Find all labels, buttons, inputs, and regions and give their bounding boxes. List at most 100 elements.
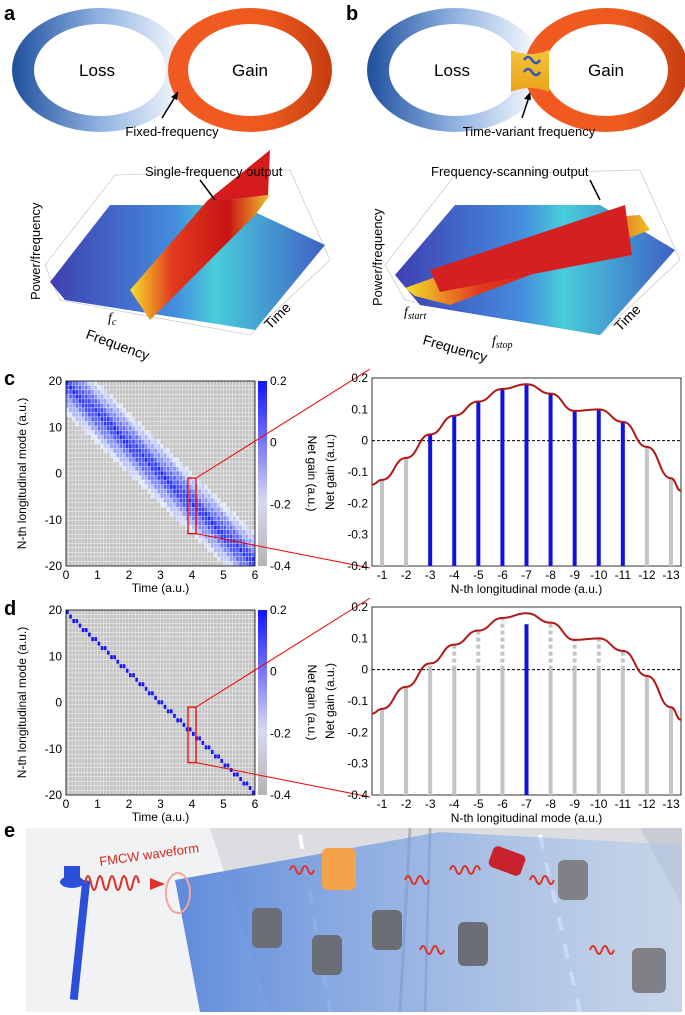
heatmap-cell — [204, 619, 208, 624]
heatmap-cell — [210, 713, 214, 718]
heatmap-cell — [97, 650, 101, 655]
heatmap-cell — [119, 525, 123, 530]
heatmap-cell — [169, 668, 173, 673]
heatmap-cell — [192, 552, 195, 557]
heatmap-cell — [88, 727, 91, 732]
heatmap-cell — [75, 623, 79, 628]
freq-marker: fc — [108, 311, 117, 328]
heatmap-cell — [144, 493, 148, 498]
heatmap-cell — [229, 408, 233, 413]
heatmap-cell — [94, 691, 98, 696]
heatmap-cell — [204, 435, 208, 440]
heatmap-cell — [239, 421, 242, 426]
heatmap-cell — [125, 673, 129, 678]
heatmap-cell — [135, 426, 139, 431]
heatmap-cell — [251, 529, 255, 535]
heatmap-cell — [173, 507, 176, 512]
ridge-wall — [430, 205, 632, 292]
heatmap-cell — [192, 385, 195, 390]
heatmap-cell — [75, 686, 79, 691]
heatmap-cell — [207, 511, 211, 516]
heatmap-cell — [151, 673, 154, 678]
heatmap-cell — [207, 466, 211, 471]
heatmap-cell — [72, 516, 76, 521]
heatmap-cell — [116, 444, 120, 449]
heatmap-cell — [119, 538, 123, 544]
heatmap-cell — [223, 713, 227, 718]
heatmap-cell — [251, 408, 255, 413]
heatmap-cell — [135, 439, 139, 444]
heatmap-cell — [204, 713, 208, 718]
heatmap-cell — [81, 543, 85, 548]
heatmap-cell — [204, 538, 208, 544]
heatmap-cell — [116, 641, 120, 646]
heatmap-cell — [185, 650, 189, 655]
heatmap-cell — [84, 781, 88, 786]
heatmap-cell — [69, 664, 72, 669]
heatmap-cell — [188, 637, 192, 642]
heatmap-cell — [141, 632, 145, 637]
heatmap-cell — [147, 727, 151, 732]
heatmap-cell — [103, 489, 107, 494]
heatmap-cell — [116, 534, 120, 539]
heatmap-cell — [132, 646, 135, 651]
heatmap-cell — [106, 677, 110, 682]
heatmap-cell — [223, 543, 227, 548]
heatmap-cell — [110, 646, 113, 651]
heatmap-cell — [169, 763, 173, 768]
heatmap-cell — [100, 502, 104, 507]
heatmap-cell — [154, 403, 157, 408]
heatmap-cell — [239, 641, 242, 646]
heatmap-cell — [163, 619, 167, 624]
heatmap-cell — [97, 489, 101, 494]
heatmap-cell — [94, 740, 98, 745]
heatmap-cell — [210, 767, 214, 773]
heatmap-cell — [138, 561, 142, 566]
heatmap-cell — [226, 412, 230, 417]
heatmap-cell — [204, 772, 208, 777]
heatmap-cell — [106, 453, 110, 458]
heatmap-cell — [103, 412, 107, 417]
heatmap-cell — [138, 655, 142, 660]
heatmap-cell — [198, 498, 202, 503]
heatmap-cell — [135, 534, 139, 539]
heatmap-cell — [160, 435, 164, 440]
heatmap-cell — [229, 529, 233, 535]
heatmap-cell — [201, 655, 205, 660]
heatmap-cell — [204, 493, 208, 498]
heatmap-cell — [72, 691, 76, 696]
heatmap-cell — [245, 758, 249, 764]
heatmap-cell — [132, 484, 135, 489]
heatmap-cell — [210, 444, 214, 449]
heatmap-cell — [144, 713, 148, 718]
heatmap-cell — [157, 403, 161, 408]
heatmap-cell — [100, 430, 104, 435]
heatmap-cell — [201, 704, 205, 709]
heatmap-cell — [229, 695, 233, 700]
heatmap-cell — [106, 749, 110, 754]
ring-loss-label: Loss — [434, 61, 470, 80]
heatmap-cell — [81, 767, 85, 773]
heatmap-cell — [97, 484, 101, 489]
heatmap-cell — [188, 736, 192, 741]
heatmap-cell — [157, 745, 161, 750]
heatmap-cell — [91, 394, 94, 399]
heatmap-cell — [207, 417, 211, 422]
heatmap-cell — [103, 394, 107, 399]
heatmap-cell — [223, 412, 227, 417]
heatmap-cell — [239, 659, 242, 664]
heatmap-cell — [245, 632, 249, 637]
heatmap-cell — [198, 525, 202, 530]
heatmap-cell — [242, 511, 246, 516]
x-axis-label: N-th longitudinal mode (a.u.) — [451, 582, 602, 596]
heatmap-cell — [176, 781, 179, 786]
heatmap-cell — [119, 736, 123, 741]
heatmap-cell — [138, 776, 142, 782]
heatmap-cell — [176, 408, 179, 413]
heatmap-cell — [185, 412, 189, 417]
heatmap-cell — [97, 543, 101, 548]
heatmap-cell — [157, 767, 161, 773]
heatmap-cell — [179, 480, 183, 485]
heatmap-cell — [84, 722, 88, 727]
heatmap-cell — [113, 439, 116, 444]
